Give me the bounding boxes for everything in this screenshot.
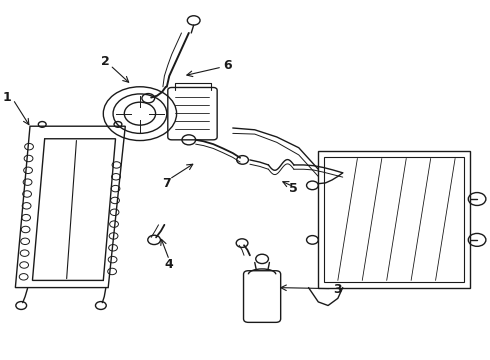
Text: 7: 7: [163, 177, 171, 190]
Text: 2: 2: [101, 55, 110, 68]
Text: 6: 6: [223, 59, 232, 72]
Text: 5: 5: [290, 183, 298, 195]
Text: 1: 1: [2, 91, 11, 104]
Text: 3: 3: [334, 283, 342, 296]
Text: 4: 4: [165, 258, 173, 271]
